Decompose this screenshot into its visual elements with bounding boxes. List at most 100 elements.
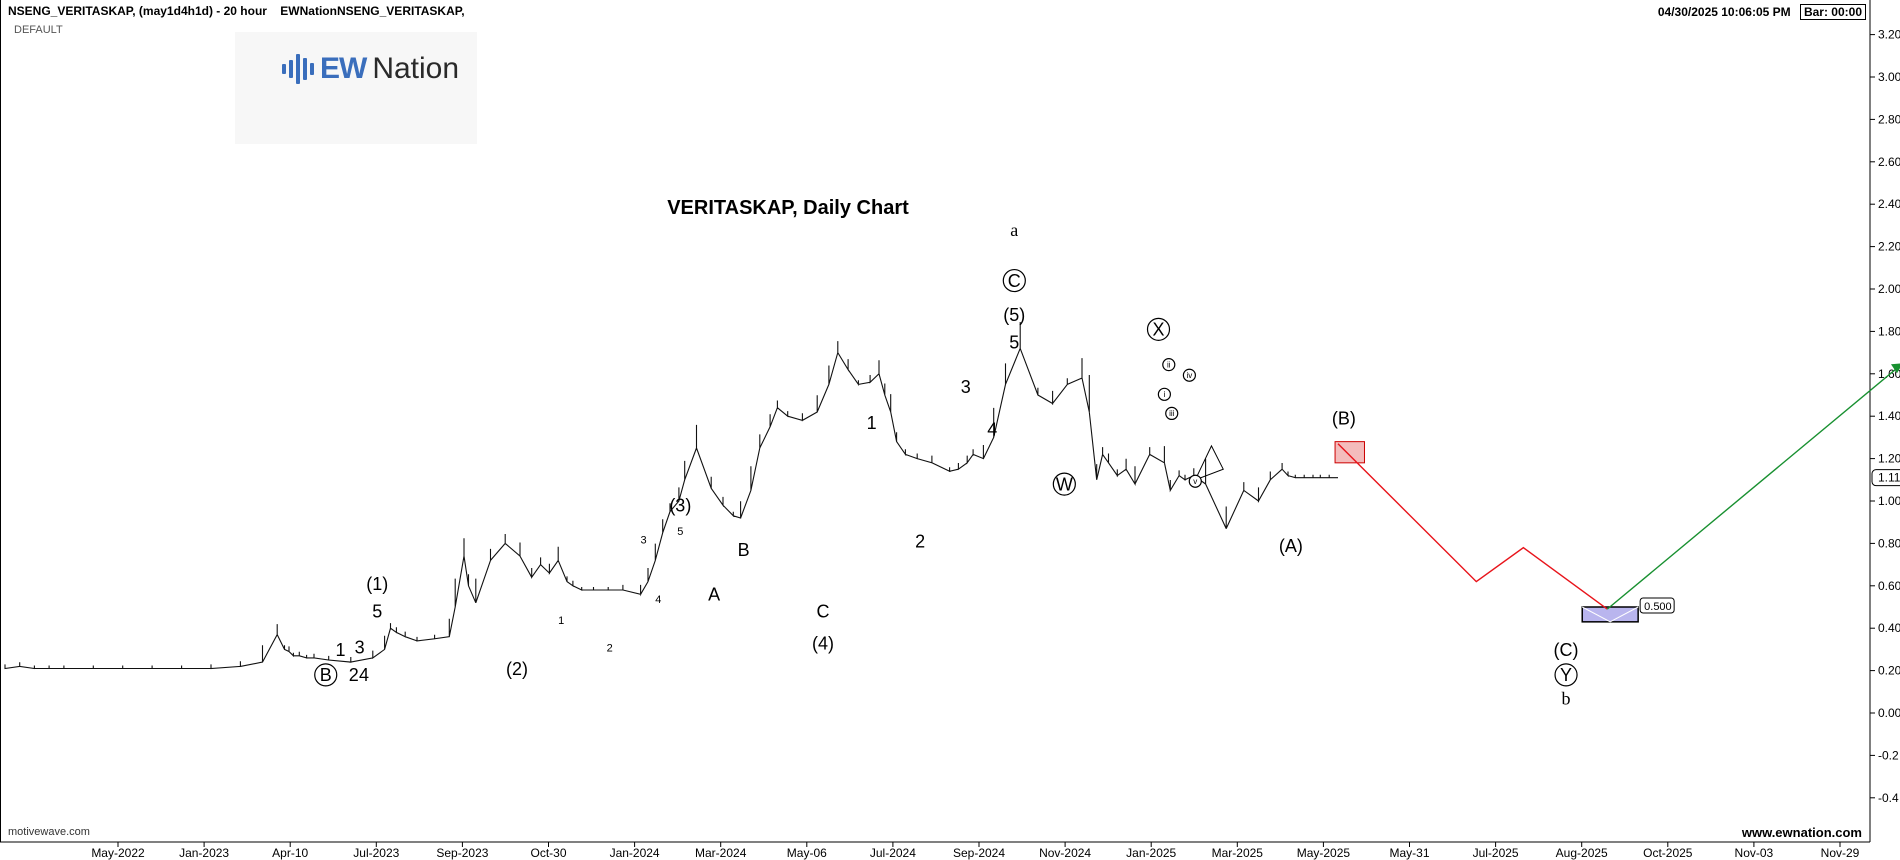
x-tick-label: Jul-2023 [353, 846, 399, 860]
wave-label: iii [1169, 409, 1175, 418]
chart-title: VERITASKAP, Daily Chart [667, 197, 909, 219]
x-tick-label: Aug-2025 [1556, 846, 1608, 860]
x-tick-label: Mar-2024 [695, 846, 747, 860]
x-tick-label: Jul-2024 [870, 846, 916, 860]
x-tick-label: Sep-2024 [953, 846, 1005, 860]
wave-label-circle [1554, 663, 1578, 687]
logo-word: Nation [372, 52, 460, 85]
template-label: DEFAULT [14, 24, 63, 36]
y-tick-label: 0.80 [1878, 536, 1900, 550]
logo-mark: EW [320, 52, 367, 85]
x-tick-label: Sep-2023 [436, 846, 488, 860]
y-tick-label: 1.40 [1878, 409, 1900, 423]
wave-label: (B) [1332, 409, 1356, 429]
watermark-motivewave: motivewave.com [8, 826, 90, 838]
y-tick-label: 3.20 [1878, 28, 1900, 42]
target-zone [1581, 606, 1639, 623]
wave-label: 5 [677, 526, 683, 538]
wave-label-circle [1157, 387, 1171, 401]
wave-label: C [1008, 271, 1021, 291]
target-label: 0.500 [1644, 601, 1672, 613]
last-price-label: 1.11 [1878, 471, 1900, 485]
header-right: 04/30/2025 10:06:05 PM Bar: 00:00 [1658, 4, 1866, 20]
datetime-label: 04/30/2025 10:06:05 PM [1657, 5, 1791, 19]
wave-label-circle [1182, 368, 1196, 382]
ewnation-logo: EW Nation [235, 32, 477, 144]
wave-label: i [1163, 390, 1165, 399]
y-tick-label: 0.60 [1878, 579, 1900, 593]
wave-label: W [1056, 474, 1073, 494]
wave-label: 3 [355, 638, 365, 658]
provider-label: EWNationNSENG_VERITASKAP, [280, 4, 465, 18]
logo-soundwave-icon [282, 54, 314, 84]
symbol-line: NSENG_VERITASKAP, (may1d4h1d) - 20 hour [8, 4, 267, 18]
y-tick-label: 1.20 [1878, 452, 1900, 466]
wave-label-circle [1052, 472, 1076, 496]
chart-header: NSENG_VERITASKAP, (may1d4h1d) - 20 hour … [8, 4, 475, 18]
bar-timer: Bar: 00:00 [1799, 4, 1866, 20]
wave-b-zone [1334, 441, 1365, 464]
watermark-ewnation: www.ewnation.com [1741, 825, 1862, 840]
wave-label: 2 [349, 665, 359, 685]
y-tick-label: 0.00 [1878, 706, 1900, 720]
wave-label-circle [1146, 317, 1171, 341]
wave-label: v [1193, 477, 1197, 486]
x-tick-label: Jan-2025 [1126, 846, 1176, 860]
wave-label: C [817, 602, 830, 622]
wave-label: b [1562, 689, 1571, 709]
x-tick-label: Jan-2023 [179, 846, 229, 860]
wave-label: (C) [1554, 640, 1579, 660]
wave-label: B [320, 665, 332, 685]
logo-content: EW Nation [282, 52, 459, 86]
x-tick-label: Apr-10 [272, 846, 308, 860]
x-tick-label: Nov-03 [1735, 846, 1774, 860]
wave-label: a [1010, 220, 1018, 240]
projection-down-path [1337, 443, 1608, 610]
price-series [4, 322, 1338, 670]
wave-label: 4 [987, 419, 997, 439]
y-tick-label: 2.40 [1878, 197, 1900, 211]
y-tick-label: 1.00 [1878, 494, 1900, 508]
x-tick-label: Jan-2024 [610, 846, 660, 860]
x-tick-label: Oct-2025 [1643, 846, 1693, 860]
x-tick-label: Jul-2025 [1473, 846, 1519, 860]
wave-label: (A) [1279, 536, 1303, 556]
wave-label: 1 [335, 640, 345, 660]
wave-label: X [1152, 320, 1164, 340]
wave-label: 5 [372, 602, 382, 622]
x-tick-label: May-31 [1389, 846, 1429, 860]
x-tick-label: Nov-29 [1821, 846, 1860, 860]
y-tick-label: -0.2 [1878, 748, 1899, 762]
x-tick-label: Mar-2025 [1212, 846, 1264, 860]
y-tick-label: 2.60 [1878, 155, 1900, 169]
y-tick-label: -0.4 [1878, 791, 1899, 805]
wave-label: 2 [607, 643, 613, 655]
wave-label: 2 [915, 532, 925, 552]
wave-label-circle [1002, 268, 1026, 293]
wave-label: 1 [558, 615, 564, 627]
target-zone-cross [1581, 606, 1639, 623]
wave-label: (4) [812, 633, 834, 653]
projection-arrow-head [1890, 363, 1900, 374]
x-tick-label: Nov-2024 [1039, 846, 1091, 860]
y-tick-label: 0.20 [1878, 664, 1900, 678]
y-tick-label: 2.00 [1878, 282, 1900, 296]
last-price-marker [1871, 469, 1900, 487]
x-tick-label: May-2022 [91, 846, 145, 860]
x-tick-label: May-06 [787, 846, 827, 860]
wave-label: (3) [669, 496, 691, 516]
wave-label: 5 [1009, 332, 1019, 352]
wave-label: ii [1167, 360, 1171, 369]
wave-label: Y [1560, 665, 1572, 685]
y-tick-label: 2.20 [1878, 240, 1900, 254]
wave-label: (5) [1003, 305, 1025, 325]
wave-label: B [738, 540, 750, 560]
y-tick-label: 0.40 [1878, 621, 1900, 635]
wave-label: (1) [366, 574, 388, 594]
wave-label: 4 [655, 594, 661, 606]
wave-label-circle [1162, 358, 1176, 372]
wave-label: iv [1187, 371, 1193, 380]
wave-label: (2) [506, 659, 528, 679]
y-tick-label: 2.80 [1878, 112, 1900, 126]
